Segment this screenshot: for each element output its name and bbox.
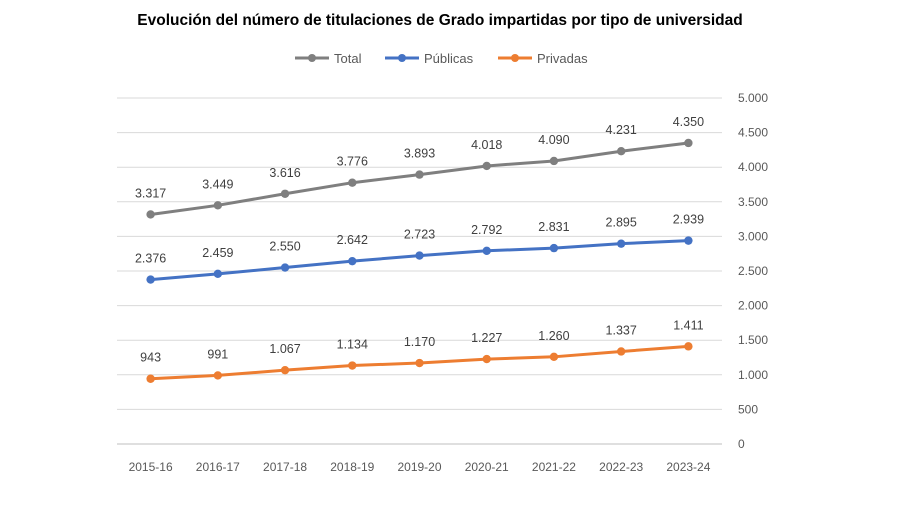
data-point	[616, 347, 626, 356]
y-tick-label: 1.000	[738, 368, 768, 382]
x-tick-label: 2017-18	[263, 460, 307, 474]
data-label: 1.260	[538, 329, 569, 343]
y-tick-label: 2.500	[738, 264, 768, 278]
y-axis: 0 500 1.000 1.500 2.000 2.500 3.000 3.500 4.000 4…	[738, 91, 768, 451]
series-group: 3.317 3.449 3.616 3.776 3.893 4.018 4.090 4.231…	[135, 115, 704, 383]
data-label: 4.018	[471, 138, 502, 152]
data-point	[280, 365, 290, 375]
data-label: 1.411	[673, 318, 703, 332]
y-tick-label: 500	[738, 402, 758, 416]
data-point	[415, 358, 424, 368]
data-point	[684, 236, 693, 245]
data-point	[482, 354, 491, 364]
data-point	[684, 342, 693, 351]
data-point	[146, 374, 155, 383]
data-point	[213, 371, 223, 380]
series-total: 3.317 3.449 3.616 3.776 3.893 4.018 4.090 4.231…	[135, 115, 704, 219]
y-tick-label: 0	[738, 437, 745, 451]
data-label: 2.550	[269, 240, 300, 254]
gridlines	[117, 97, 722, 410]
data-label: 1.227	[471, 331, 502, 345]
data-point	[146, 275, 155, 284]
legend: Total Públicas Privadas	[295, 51, 588, 66]
x-tick-label: 2021-22	[532, 460, 576, 474]
data-label: 3.449	[202, 177, 233, 191]
data-label: 4.350	[673, 115, 704, 129]
data-point	[213, 269, 223, 279]
legend-label: Privadas	[537, 51, 588, 66]
data-label: 3.317	[135, 186, 166, 200]
data-label: 1.067	[269, 342, 300, 356]
data-label: 943	[140, 351, 161, 365]
data-label: 3.616	[269, 166, 300, 180]
data-label: 1.134	[337, 338, 368, 352]
data-point	[213, 201, 223, 210]
legend-label: Públicas	[424, 51, 474, 66]
legend-marker	[398, 54, 406, 62]
x-tick-label: 2020-21	[465, 460, 509, 474]
legend-marker	[511, 54, 519, 62]
data-label: 2.939	[673, 213, 704, 227]
data-label: 2.895	[606, 216, 637, 230]
chart-title: Evolución del número de titulaciones de …	[137, 12, 742, 29]
legend-marker	[308, 54, 316, 62]
x-tick-label: 2016-17	[196, 460, 240, 474]
data-point	[549, 156, 559, 166]
x-tick-label: 2015-16	[129, 460, 173, 474]
x-tick-label: 2022-23	[599, 460, 643, 474]
x-tick-label: 2018-19	[330, 460, 374, 474]
legend-item-total: Total	[295, 51, 362, 66]
y-tick-label: 3.000	[738, 229, 768, 243]
x-axis: 2015-16 2016-17 2017-18 2018-19 2019-20 2020-…	[117, 443, 722, 474]
y-tick-label: 5.000	[738, 91, 768, 105]
legend-item-privadas: Privadas	[498, 51, 588, 66]
legend-item-públicas: Públicas	[385, 51, 474, 66]
data-point	[684, 138, 693, 148]
data-label: 991	[207, 347, 228, 361]
data-point	[549, 243, 559, 253]
data-point	[348, 256, 357, 266]
data-label: 1.337	[606, 323, 637, 337]
legend-label: Total	[334, 51, 362, 66]
data-point	[415, 251, 424, 260]
x-tick-label: 2019-20	[397, 460, 441, 474]
data-point	[280, 263, 290, 272]
data-point	[415, 170, 424, 179]
y-tick-label: 4.000	[738, 160, 768, 174]
data-label: 2.792	[471, 223, 502, 237]
y-tick-label: 3.500	[738, 195, 768, 209]
series-públicas: 2.376 2.459 2.550 2.642 2.723 2.792 2.831 2.895…	[135, 213, 704, 284]
data-label: 2.376	[135, 252, 166, 266]
data-point	[549, 352, 559, 362]
data-label: 2.831	[538, 220, 569, 234]
data-label: 3.893	[404, 147, 435, 161]
data-point	[146, 210, 155, 219]
data-point	[280, 189, 290, 198]
x-tick-label: 2023-24	[666, 460, 710, 474]
data-point	[482, 246, 491, 255]
data-point	[616, 147, 626, 156]
y-tick-label: 4.500	[738, 126, 768, 140]
data-label: 3.776	[337, 155, 368, 169]
data-label: 4.090	[538, 133, 569, 147]
data-point	[348, 178, 357, 187]
data-point	[616, 239, 626, 248]
series-privadas: 943 991 1.067 1.134 1.170 1.227 1.260 1.337 1.41…	[140, 318, 704, 383]
data-label: 1.170	[404, 335, 435, 349]
data-point	[482, 161, 491, 171]
y-tick-label: 1.500	[738, 333, 768, 347]
data-label: 2.642	[337, 233, 368, 247]
data-point	[348, 361, 357, 370]
y-tick-label: 2.000	[738, 299, 768, 313]
data-label: 2.723	[404, 228, 435, 242]
data-label: 2.459	[202, 246, 233, 260]
data-label: 4.231	[606, 123, 637, 137]
